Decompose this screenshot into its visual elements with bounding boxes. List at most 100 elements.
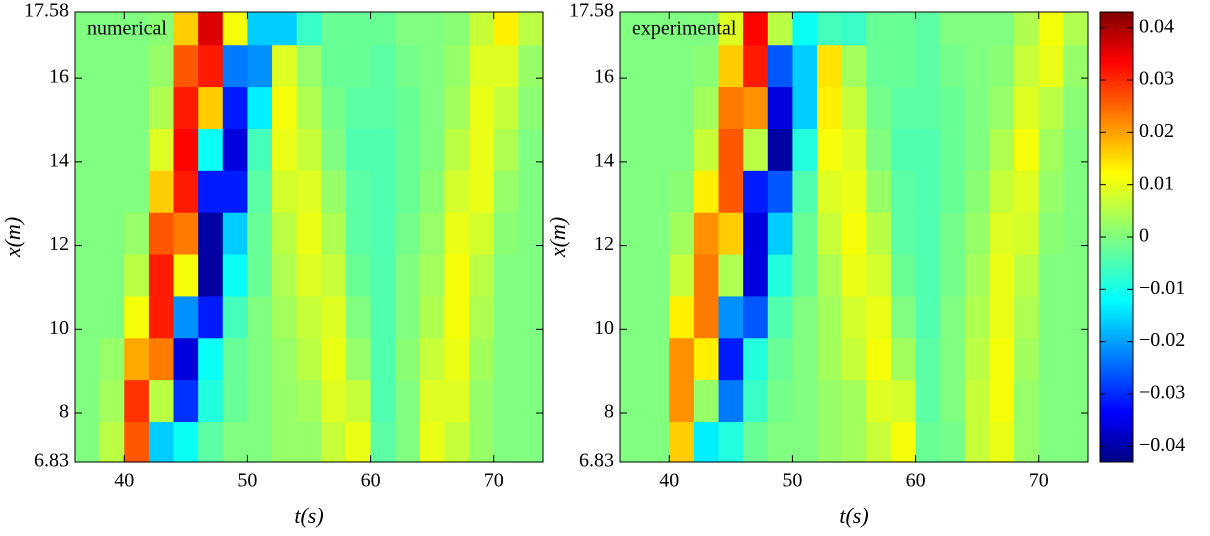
heat-cell [518, 170, 544, 213]
heat-cell [444, 128, 470, 171]
heat-cell [866, 86, 892, 129]
heat-cell [124, 295, 150, 339]
heat-cell [370, 44, 396, 88]
heat-cell [321, 253, 347, 297]
x-axis-label: t(s) [839, 503, 868, 528]
heat-cell [669, 44, 695, 88]
heat-cell [99, 253, 125, 297]
heat-cell [693, 337, 720, 381]
heat-cell [866, 295, 892, 339]
heat-cell [370, 295, 396, 339]
heat-cell [1014, 44, 1040, 88]
x-tick-label: 70 [1029, 470, 1049, 492]
heat-cell [75, 379, 101, 422]
y-tick-label: 6.83 [34, 450, 69, 472]
heat-cell [817, 170, 843, 213]
heat-cell [718, 12, 744, 46]
heat-cell [124, 170, 150, 213]
heat-cell [718, 253, 744, 297]
heat-cell [99, 170, 125, 213]
heat-cell [767, 337, 794, 381]
heat-cell [518, 253, 544, 297]
heat-cell [915, 212, 941, 255]
heat-cell [964, 212, 991, 255]
heat-cell [915, 170, 941, 213]
heat-cell [1014, 379, 1040, 422]
heat-cell [272, 337, 298, 381]
heat-cell [370, 170, 396, 213]
heat-cell [198, 295, 224, 339]
x-tick-label: 50 [237, 470, 257, 492]
heat-cell [493, 86, 519, 129]
heat-cell [75, 86, 101, 129]
heat-cell [1014, 12, 1040, 46]
heat-cell [247, 379, 273, 422]
heat-cell [124, 128, 150, 171]
heat-cell [370, 12, 396, 46]
heat-cell [964, 128, 991, 171]
heat-cell [644, 295, 670, 339]
heat-cell [817, 12, 843, 46]
heat-cell [75, 421, 101, 463]
heat-cell [198, 253, 224, 297]
heat-cell [767, 421, 794, 463]
heat-cell [198, 337, 224, 381]
heat-cell [718, 44, 744, 88]
heat-cell [296, 12, 322, 46]
heat-cell [419, 86, 446, 129]
heat-cell [767, 86, 794, 129]
heat-cell [493, 379, 519, 422]
heat-cell [1038, 379, 1064, 422]
heat-cell [75, 44, 101, 88]
heat-cell [841, 295, 867, 339]
heat-cell [841, 128, 867, 171]
heat-cell [148, 337, 175, 381]
heat-cell [222, 128, 249, 171]
heat-cell [444, 86, 470, 129]
heat-cell [940, 337, 966, 381]
heat-cell [792, 379, 818, 422]
heat-cell [124, 212, 150, 255]
heat-cell [395, 44, 421, 88]
heat-cell [890, 295, 917, 339]
heat-cell [493, 295, 519, 339]
heat-cell [222, 295, 249, 339]
heat-cell [1014, 128, 1040, 171]
heat-cell [792, 421, 818, 463]
heat-cell [148, 212, 175, 255]
heat-cell [345, 212, 372, 255]
colorbar-tick-label: −0.04 [1139, 434, 1185, 456]
heat-cell [1038, 253, 1064, 297]
heat-cell [1038, 337, 1064, 381]
x-tick-label: 60 [906, 470, 926, 492]
heat-cell [173, 86, 199, 129]
colorbar-tick-label: 0.01 [1139, 172, 1174, 194]
y-tick-label: 14 [49, 149, 69, 171]
heat-cell [718, 337, 744, 381]
heat-cell [444, 44, 470, 88]
heat-cell [1038, 295, 1064, 339]
heat-cell [743, 421, 769, 463]
heat-cell [518, 379, 544, 422]
heat-cell [124, 12, 150, 46]
heat-cell [817, 295, 843, 339]
heat-cell [792, 128, 818, 171]
heat-cell [620, 212, 646, 255]
heat-cell [767, 170, 794, 213]
heat-cell [296, 44, 322, 88]
heat-cell [693, 212, 720, 255]
heat-cell [370, 253, 396, 297]
heat-cell [940, 212, 966, 255]
heat-cell [222, 44, 249, 88]
heat-cell [272, 421, 298, 463]
heat-cell [469, 379, 495, 422]
heat-cell [644, 421, 670, 463]
heat-cell [395, 379, 421, 422]
heat-cell [148, 421, 175, 463]
heat-cell [964, 295, 991, 339]
heat-cell [99, 379, 125, 422]
heat-cell [198, 44, 224, 88]
heat-cell [345, 12, 372, 46]
heat-cell [989, 12, 1015, 46]
heat-cell [792, 44, 818, 88]
